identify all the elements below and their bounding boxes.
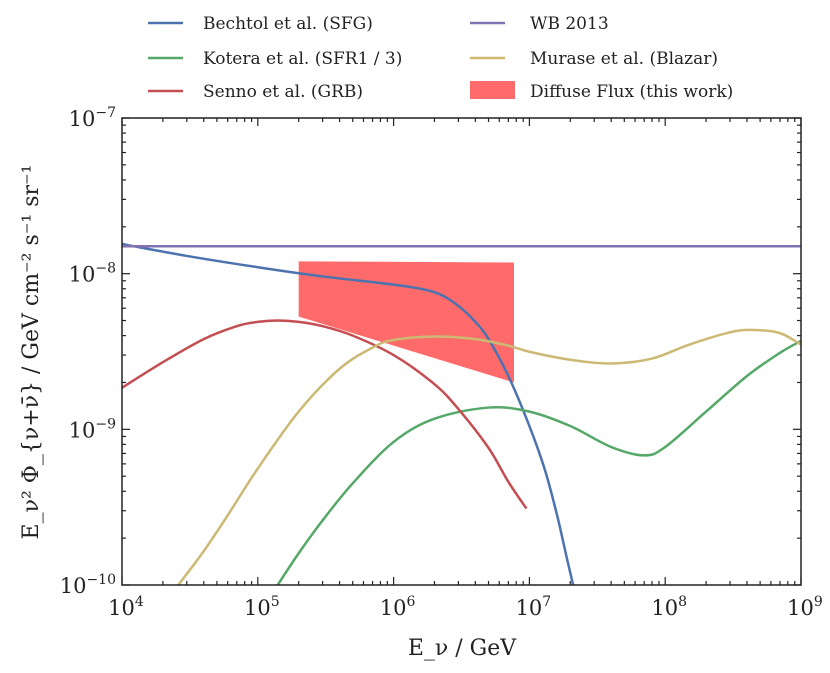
x-tick-label: 105 [244,594,280,620]
series-line-murase [177,328,801,585]
legend-label-kotera: Kotera et al. (SFR1 / 3) [203,49,402,69]
x-axis-label: E_ν / GeV [408,636,517,661]
series-line-bechtol [122,242,575,585]
legend-entry-wb2013: WB 2013 [470,14,609,34]
y-tick-labels: 10−10 10−9 10−8 10−7 [60,105,116,598]
y-tick-label: 10−8 [69,261,116,287]
series-line-senno [122,319,528,510]
legend-label-senno: Senno et al. (GRB) [203,82,363,102]
legend-entry-diffuse: Diffuse Flux (this work) [470,81,733,102]
series-line-kotera [276,339,801,585]
x-tick-label: 106 [380,594,416,620]
diffuse-flux-band [298,261,514,383]
x-tick-labels: 104 105 106 107 108 109 [108,594,823,620]
x-tick-label: 109 [787,594,823,620]
legend-entry-murase: Murase et al. (Blazar) [470,49,718,69]
legend-entry-senno: Senno et al. (GRB) [148,82,363,102]
legend: Bechtol et al. (SFG) Kotera et al. (SFR1… [148,14,733,102]
legend-label-diffuse: Diffuse Flux (this work) [530,82,733,102]
legend-label-wb2013: WB 2013 [530,14,609,34]
y-axis-label: E_ν² Φ_{ν+ν̄} / GeV cm⁻² s⁻¹ sr⁻¹ [19,165,44,540]
plot-frame [121,117,802,586]
plot-area [122,242,801,585]
legend-entry-bechtol: Bechtol et al. (SFG) [148,14,373,34]
y-tick-label: 10−7 [69,105,116,131]
x-tick-label: 104 [108,594,144,620]
y-tick-label: 10−10 [60,572,116,598]
x-tick-label: 107 [516,594,552,620]
legend-label-murase: Murase et al. (Blazar) [530,49,718,69]
legend-label-bechtol: Bechtol et al. (SFG) [203,14,373,34]
legend-entry-kotera: Kotera et al. (SFR1 / 3) [148,49,402,69]
legend-swatch-diffuse [470,81,515,99]
x-tick-label: 108 [651,594,687,620]
y-tick-label: 10−9 [69,416,116,442]
